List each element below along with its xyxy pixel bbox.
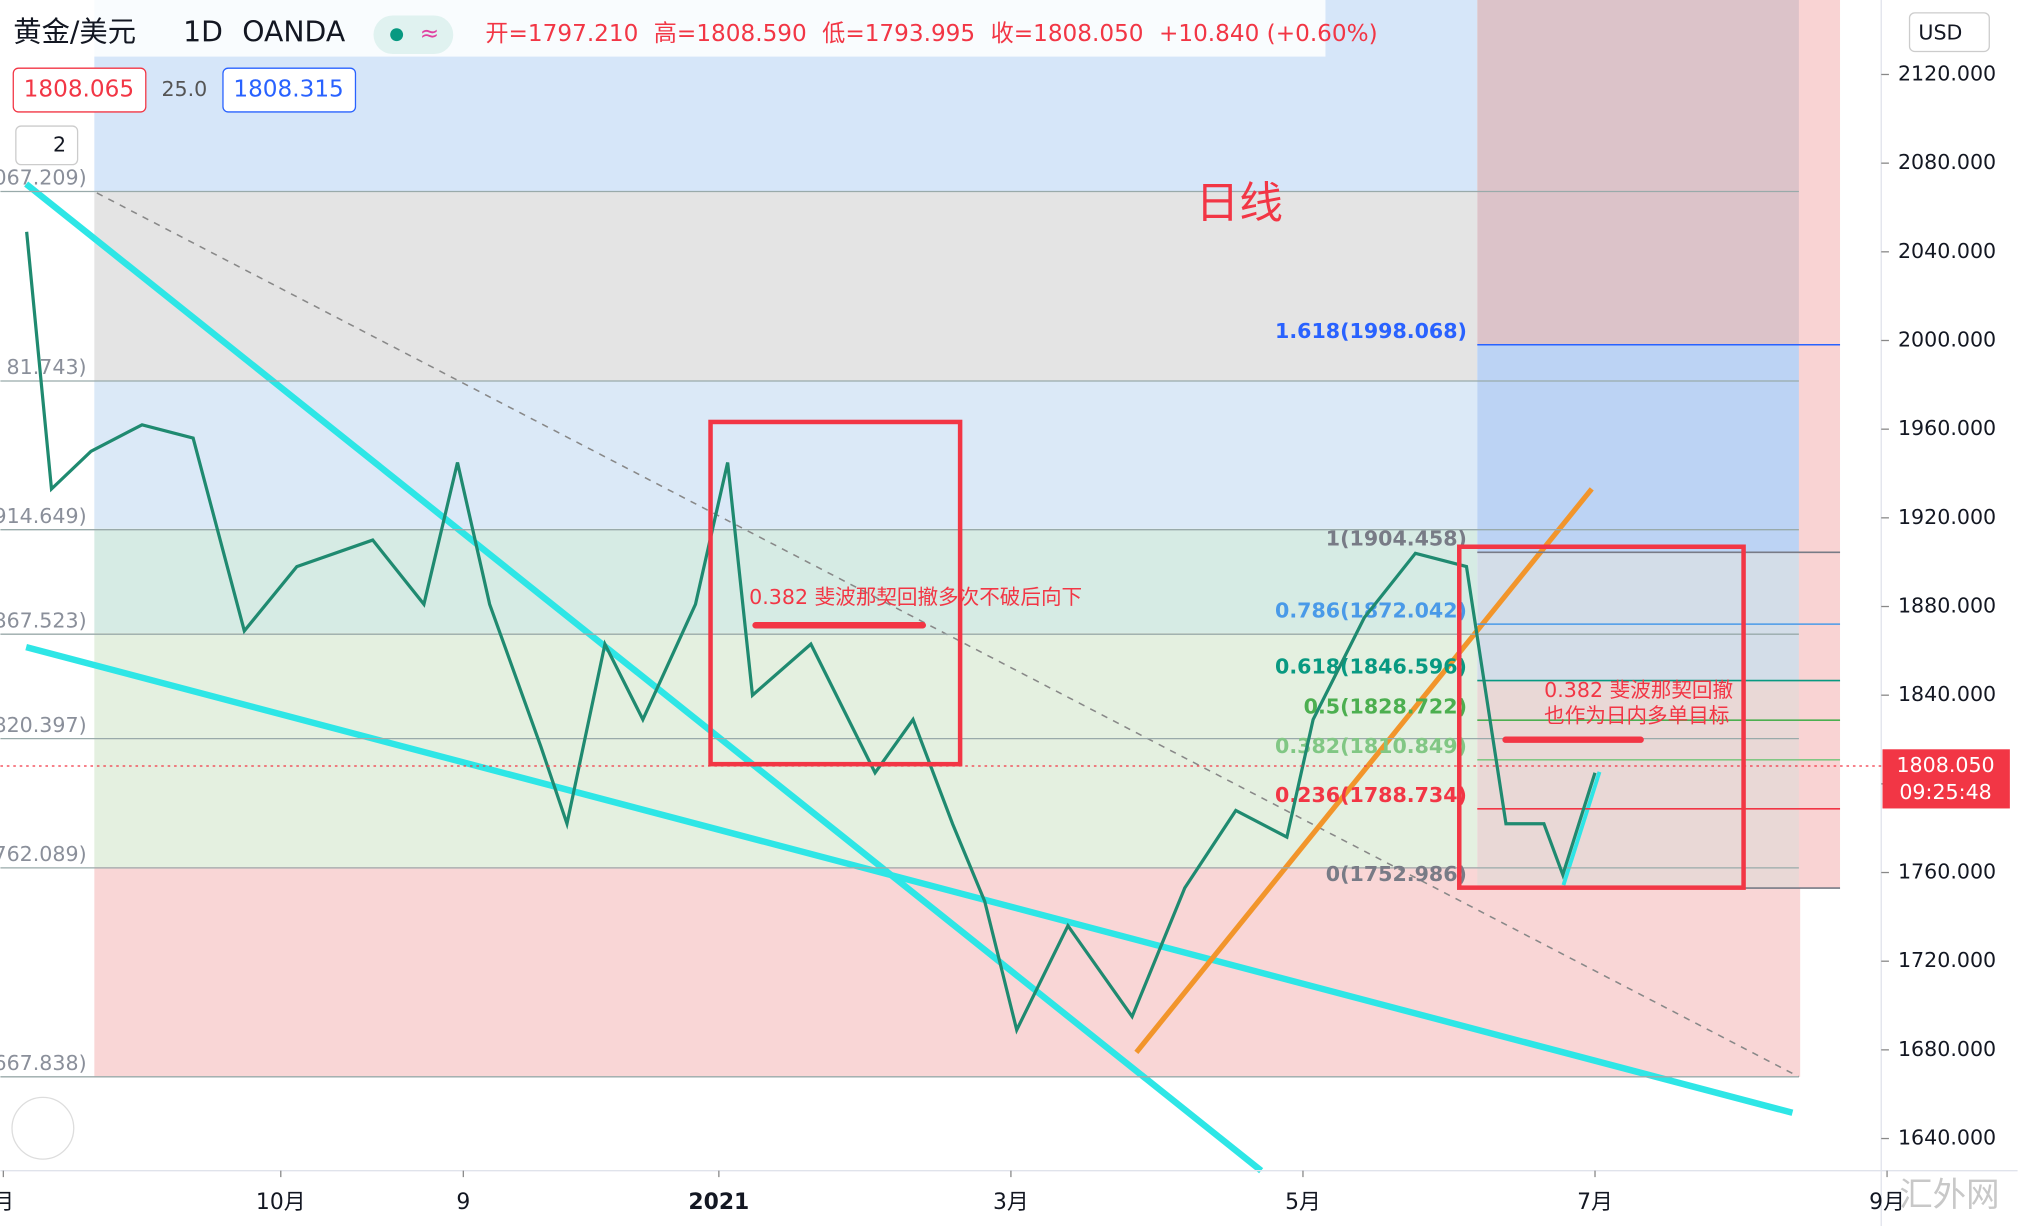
fib-label: 067.209) xyxy=(0,166,87,190)
header-bg xyxy=(0,0,1326,57)
zone xyxy=(94,632,1478,868)
x-tick-label: 9 xyxy=(456,1190,470,1215)
watermark: 汇外网 xyxy=(1899,1175,1999,1214)
zone xyxy=(94,528,1478,633)
indicator-count: 2 xyxy=(53,132,66,156)
fib-label: 1.618(1998.068) xyxy=(1275,319,1467,343)
x-tick-label: 10月 xyxy=(256,1190,306,1215)
annotation: 也作为日内多单目标 xyxy=(1544,704,1729,728)
fib-label: 81.743) xyxy=(7,355,87,379)
ohlc-value: 低=1793.995 xyxy=(822,21,975,47)
zone xyxy=(1477,680,1841,888)
ohlc-value: 收=1808.050 xyxy=(991,21,1144,47)
y-tick-label: 1640.000 xyxy=(1898,1126,1996,1150)
x-tick-label: 7月 xyxy=(1577,1190,1613,1215)
y-tick-label: 2040.000 xyxy=(1898,239,1996,263)
y-tick-label: 1920.000 xyxy=(1898,505,1996,529)
y-tick-label: 1880.000 xyxy=(1898,594,1996,618)
bid-box[interactable] xyxy=(12,67,147,113)
spread: 25.0 xyxy=(161,77,207,101)
trend-line xyxy=(1134,487,1594,1054)
ohlc-value: +10.840 (+0.60%) xyxy=(1159,21,1378,47)
fib-label: 667.838) xyxy=(0,1051,87,1075)
trend-line xyxy=(1561,771,1602,886)
fib-label: 0(1752.986) xyxy=(1326,862,1467,886)
status-pill[interactable] xyxy=(373,15,454,55)
status-icon: ≈ xyxy=(420,21,439,47)
zone xyxy=(94,191,1478,381)
interval: 1D xyxy=(183,15,223,48)
zone xyxy=(1840,0,1882,1171)
last-price-box xyxy=(1882,749,2010,809)
y-tick-label: 2120.000 xyxy=(1898,61,1996,85)
channel-line xyxy=(24,181,1264,1174)
zone xyxy=(94,380,1478,529)
fib-label: 0.618(1846.596) xyxy=(1275,655,1467,679)
trend-line xyxy=(96,192,1800,1078)
ask-box[interactable] xyxy=(222,67,357,113)
ohlc-value: 高=1808.590 xyxy=(654,21,807,47)
zone xyxy=(1798,0,1841,888)
last-price-label: 1808.050 xyxy=(1896,753,1994,777)
x-tick-label: 3月 xyxy=(993,1190,1029,1215)
collapse-button[interactable] xyxy=(15,125,79,166)
zone xyxy=(1477,0,1841,345)
x-tick-label: 2021 xyxy=(688,1190,749,1215)
x-tick-label: 月 xyxy=(0,1190,14,1215)
highlight-box xyxy=(708,419,963,767)
logo[interactable] xyxy=(11,1096,75,1160)
y-tick-label: 1680.000 xyxy=(1898,1037,1996,1061)
price-line xyxy=(25,231,1597,1035)
countdown: 09:25:48 xyxy=(1899,780,1991,804)
fib-label: 914.649) xyxy=(0,504,87,528)
fib-label: 762.089) xyxy=(0,842,87,866)
y-tick-label: 1760.000 xyxy=(1898,860,1996,884)
highlight-box xyxy=(1457,544,1746,890)
channel-line xyxy=(25,643,1794,1116)
source: OANDA xyxy=(242,15,346,48)
y-tick-label: 2000.000 xyxy=(1898,327,1996,351)
y-tick-label: 2080.000 xyxy=(1898,150,1996,174)
currency: USD xyxy=(1918,20,1962,44)
fib-label: 1(1904.458) xyxy=(1326,526,1467,550)
currency-button[interactable] xyxy=(1908,12,1990,53)
fib-label: 0.236(1788.734) xyxy=(1275,783,1467,807)
x-tick-label: 5月 xyxy=(1285,1190,1321,1215)
zone xyxy=(1477,551,1841,681)
ohlc-value: 开=1797.210 xyxy=(485,21,638,47)
y-tick-label: 1960.000 xyxy=(1898,416,1996,440)
annotation: 日线 xyxy=(1196,178,1283,229)
plot: 067.209) 81.743) 914.649) 867.523) 820.397) 7… xyxy=(0,166,1841,1078)
bid: 1808.065 xyxy=(24,77,134,103)
ask: 1808.315 xyxy=(233,77,343,103)
x-tick-label: 9月 xyxy=(1869,1190,1905,1215)
zone xyxy=(1477,344,1841,552)
fib-label: 0.5(1828.722) xyxy=(1304,694,1467,718)
annotation: 0.382 斐波那契回撤 xyxy=(1544,678,1733,702)
fib-label: 820.397) xyxy=(0,713,87,737)
symbol: 黄金/美元 xyxy=(13,15,136,48)
fib-label: 867.523) xyxy=(0,608,87,632)
y-tick-label: 1720.000 xyxy=(1898,948,1996,972)
annotation: 0.382 斐波那契回撤多次不破后向下 xyxy=(749,585,1082,609)
y-tick-label: 1840.000 xyxy=(1898,682,1996,706)
ohlc: 开=1797.210 高=1808.590 低=1793.995 收=1808.050… xyxy=(485,21,1377,47)
status-dot xyxy=(390,28,404,42)
